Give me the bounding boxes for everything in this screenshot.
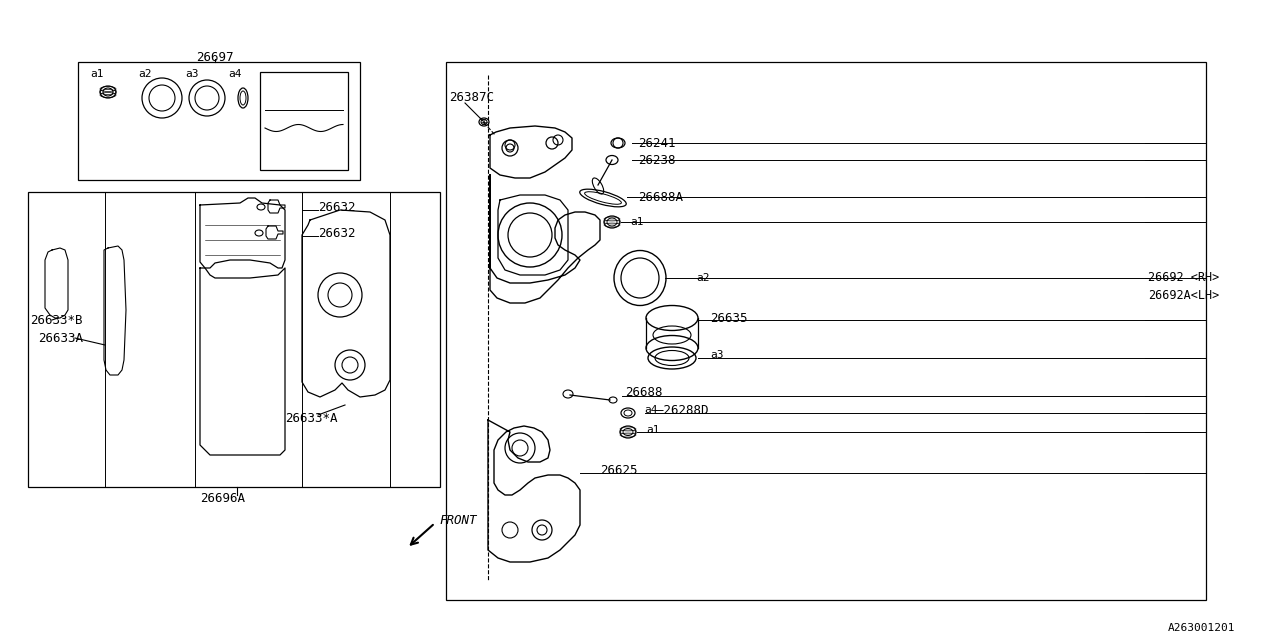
Text: 26632: 26632 <box>317 227 356 239</box>
Text: 26633A: 26633A <box>38 332 83 344</box>
Text: 26688: 26688 <box>625 387 663 399</box>
Text: a3: a3 <box>186 69 198 79</box>
Text: 26633*B: 26633*B <box>29 314 82 326</box>
Text: 26635: 26635 <box>710 312 748 324</box>
Text: 26697: 26697 <box>196 51 233 63</box>
Text: 26688A: 26688A <box>637 191 684 204</box>
Text: 26696A: 26696A <box>200 492 244 504</box>
Text: a1: a1 <box>646 425 659 435</box>
Bar <box>28 192 440 487</box>
Text: 26633*A: 26633*A <box>285 412 338 424</box>
Text: a1: a1 <box>630 217 644 227</box>
Text: 26238: 26238 <box>637 154 676 166</box>
Text: a2: a2 <box>696 273 709 283</box>
Text: FRONT: FRONT <box>439 513 476 527</box>
Text: 26625: 26625 <box>600 463 637 477</box>
Text: 26241: 26241 <box>637 136 676 150</box>
Text: —26288D: —26288D <box>657 403 709 417</box>
Text: 26387C: 26387C <box>449 90 494 104</box>
Bar <box>445 62 1206 600</box>
Text: A263001201: A263001201 <box>1167 623 1235 633</box>
Text: 26692 <RH>: 26692 <RH> <box>1148 271 1220 284</box>
Text: 26692A<LH>: 26692A<LH> <box>1148 289 1220 301</box>
Bar <box>78 62 360 180</box>
Text: a2: a2 <box>138 69 151 79</box>
Text: 26632: 26632 <box>317 200 356 214</box>
Text: a1: a1 <box>90 69 104 79</box>
Text: a4: a4 <box>228 69 242 79</box>
Text: a4: a4 <box>644 405 658 415</box>
Text: a3: a3 <box>710 350 723 360</box>
Bar <box>260 72 348 170</box>
